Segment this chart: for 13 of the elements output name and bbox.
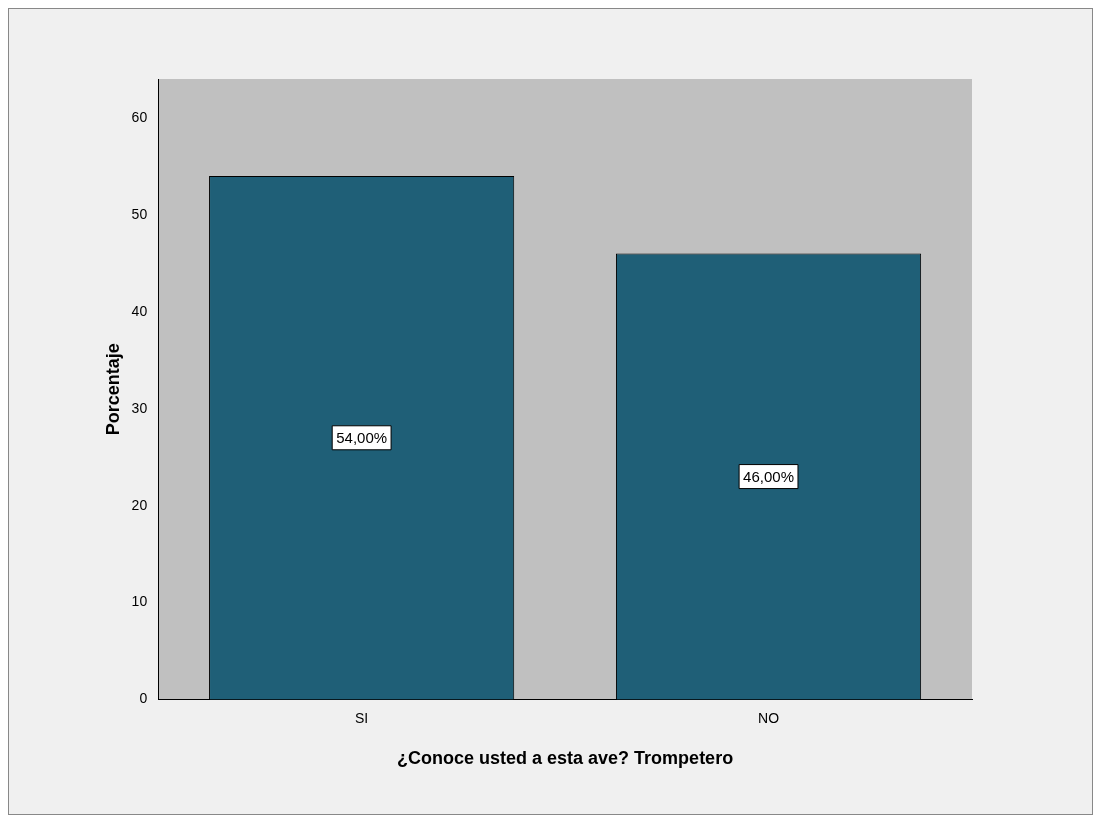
y-tick-label: 10 — [131, 593, 148, 610]
x-tick-label: SI — [355, 709, 369, 726]
x-axis-title: ¿Conoce usted a esta ave? Trompetero — [397, 748, 734, 769]
y-tick-label: 30 — [131, 399, 148, 416]
x-tick-label: NO — [758, 709, 780, 726]
y-tick-label: 60 — [131, 108, 148, 125]
data-label: 54,00% — [336, 428, 388, 446]
y-tick-label: 0 — [139, 690, 148, 707]
y-tick-label: 20 — [131, 496, 148, 513]
y-axis-title: Porcentaje — [102, 343, 123, 436]
data-label: 46,00% — [743, 467, 794, 485]
y-tick-label: 50 — [131, 205, 148, 222]
y-tick-label: 40 — [131, 302, 148, 319]
